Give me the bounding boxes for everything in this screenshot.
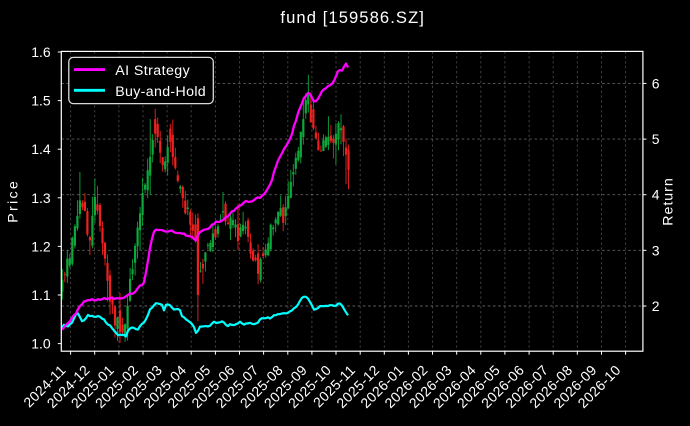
svg-text:1.0: 1.0 — [31, 336, 51, 352]
svg-text:2: 2 — [652, 298, 660, 314]
svg-text:fund [159586.SZ]: fund [159586.SZ] — [280, 8, 424, 27]
svg-text:3: 3 — [652, 242, 660, 258]
svg-text:Price: Price — [6, 181, 22, 223]
svg-text:Return: Return — [661, 178, 677, 226]
svg-text:1.6: 1.6 — [31, 44, 51, 60]
svg-text:4: 4 — [652, 187, 660, 203]
svg-text:1.3: 1.3 — [31, 190, 51, 206]
svg-text:6: 6 — [652, 75, 660, 91]
svg-text:Buy-and-Hold: Buy-and-Hold — [115, 84, 206, 100]
svg-text:5: 5 — [652, 131, 660, 147]
svg-text:1.5: 1.5 — [31, 93, 51, 109]
svg-text:1.2: 1.2 — [31, 238, 51, 254]
svg-text:1.4: 1.4 — [31, 141, 51, 157]
svg-text:AI Strategy: AI Strategy — [115, 63, 190, 79]
svg-text:1.1: 1.1 — [31, 287, 51, 303]
